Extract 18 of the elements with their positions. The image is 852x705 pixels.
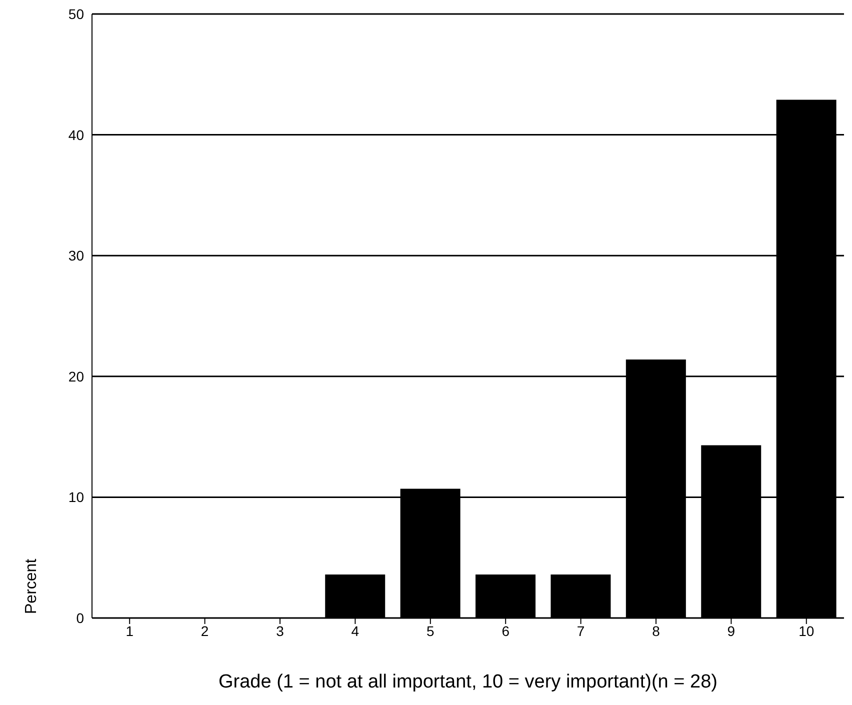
y-tick-label: 20: [68, 368, 84, 384]
x-tick-label: 7: [576, 622, 585, 639]
x-tick-label: 10: [798, 622, 814, 639]
y-tick-label: 30: [68, 248, 84, 264]
x-tick-label: 4: [351, 622, 360, 639]
y-tick-label: 40: [68, 126, 84, 143]
x-tick-label: 9: [727, 622, 736, 639]
x-tick-label: 6: [502, 622, 510, 639]
x-tick-label: 8: [652, 622, 660, 639]
x-tick-label: 2: [200, 622, 209, 639]
x-tick-label: 3: [276, 622, 284, 639]
y-axis-title: Percent: [23, 558, 40, 614]
y-tick-label: 50: [68, 6, 84, 22]
y-tick-label: 0: [76, 610, 84, 626]
y-tick-label: 10: [68, 489, 84, 506]
x-tick-label: 1: [126, 622, 134, 639]
x-tick-label: 5: [426, 622, 434, 639]
x-axis-title: Grade (1 = not at all important, 10 = very important)(n = 28): [218, 671, 718, 692]
